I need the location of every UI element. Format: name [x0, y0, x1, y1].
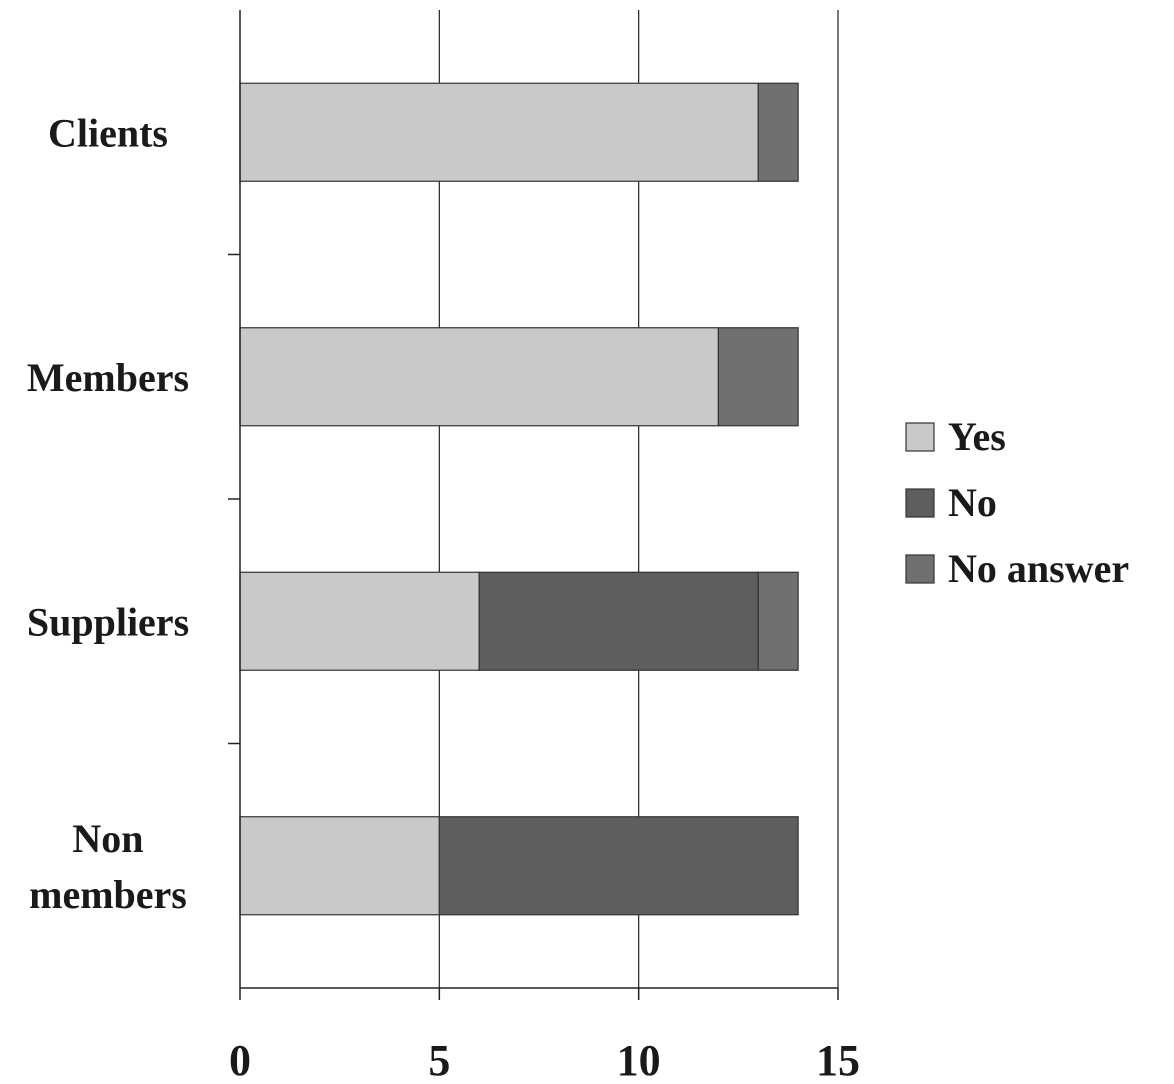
category-label-members: Members	[27, 355, 189, 400]
bars	[239, 82, 799, 916]
bar-suppliers-yes	[239, 571, 480, 671]
bar-suppliers-no-answer	[757, 571, 799, 671]
bar-clients-yes	[239, 82, 759, 182]
bar-members-no-answer	[717, 327, 799, 427]
x-tick-label-0: 0	[229, 1036, 251, 1084]
x-tick-label-5: 5	[428, 1036, 450, 1084]
x-tick-label-15: 15	[816, 1036, 860, 1084]
legend-label: No	[948, 480, 997, 525]
bar-non-members-yes	[239, 816, 440, 916]
legend-label: No answer	[948, 546, 1129, 591]
legend-item-no-answer: No answer	[905, 546, 1129, 591]
bar-non-members-no	[438, 816, 799, 916]
x-tick-labels: 0 5 10 15	[229, 1036, 860, 1084]
bar-clients-no-answer	[757, 82, 799, 182]
category-label-clients: Clients	[48, 110, 168, 155]
legend-swatch	[905, 422, 935, 452]
legend-label: Yes	[948, 414, 1006, 459]
legend-swatch	[905, 488, 935, 518]
axes	[228, 10, 839, 1000]
legend-swatch	[905, 554, 935, 584]
x-tick-label-10: 10	[617, 1036, 661, 1084]
bar-suppliers-no	[478, 571, 759, 671]
bar-members-yes	[239, 327, 719, 427]
category-label-non-members: Non members	[29, 816, 187, 917]
legend-item-no: No	[905, 480, 997, 525]
category-label-suppliers: Suppliers	[27, 599, 189, 644]
legend-item-yes: Yes	[905, 414, 1006, 459]
legend: Yes No No answer	[905, 414, 1129, 591]
category-labels: Clients Members Suppliers Non members	[27, 110, 189, 917]
